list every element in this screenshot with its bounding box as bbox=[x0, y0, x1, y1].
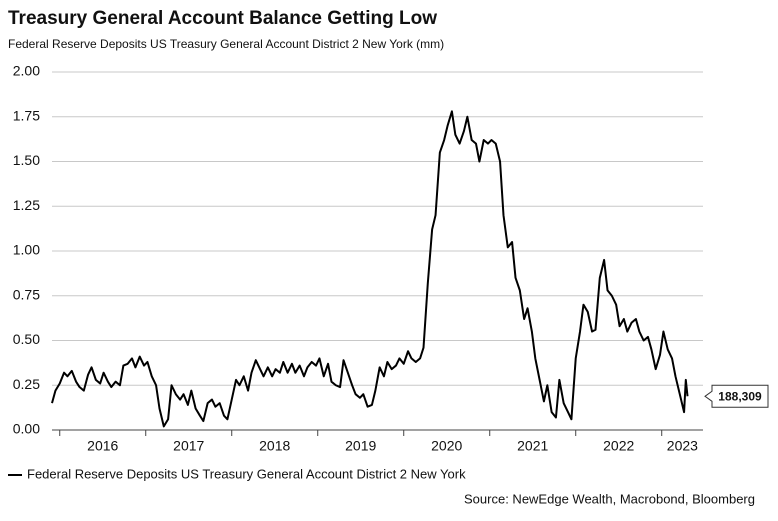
legend-label: Federal Reserve Deposits US Treasury Gen… bbox=[27, 466, 466, 481]
y-tick-label: 1.75 bbox=[13, 107, 40, 123]
y-tick-label: 2.00 bbox=[13, 63, 40, 79]
x-tick-label: 2016 bbox=[87, 438, 118, 454]
x-tick-label: 2022 bbox=[603, 438, 634, 454]
chart-subtitle: Federal Reserve Deposits US Treasury Gen… bbox=[8, 37, 444, 51]
x-tick-label: 2019 bbox=[345, 438, 376, 454]
x-tick-label: 2021 bbox=[517, 438, 548, 454]
x-tick-label: 2020 bbox=[431, 438, 462, 454]
y-tick-label: 0.00 bbox=[13, 421, 40, 437]
x-tick-label: 2018 bbox=[259, 438, 290, 454]
chart-title: Treasury General Account Balance Getting… bbox=[8, 8, 437, 29]
y-tick-label: 1.25 bbox=[13, 197, 40, 213]
y-tick-label: 0.25 bbox=[13, 376, 40, 392]
y-tick-label: 0.50 bbox=[13, 331, 40, 347]
data-line bbox=[51, 110, 689, 428]
y-tick-label: 1.50 bbox=[13, 152, 40, 168]
source-note: Source: NewEdge Wealth, Macrobond, Bloom… bbox=[464, 491, 755, 506]
y-tick-label: 1.00 bbox=[13, 242, 40, 258]
x-tick-label: 2017 bbox=[173, 438, 204, 454]
label-box bbox=[704, 384, 769, 408]
value-label: 188,309 bbox=[718, 389, 762, 403]
x-tick-label: 2023 bbox=[667, 438, 698, 454]
y-tick-label: 0.75 bbox=[13, 286, 40, 302]
